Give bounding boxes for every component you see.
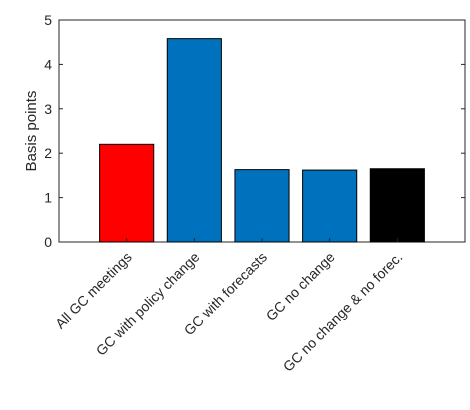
y-tick-label: 1	[44, 190, 52, 206]
y-tick-label: 4	[44, 56, 52, 72]
bar[interactable]	[369, 168, 425, 243]
bar[interactable]	[302, 169, 358, 243]
bar[interactable]	[99, 143, 155, 243]
y-tick-label: 2	[44, 145, 52, 161]
bar[interactable]	[166, 38, 222, 243]
y-tick-label: 0	[44, 234, 52, 250]
y-tick-label: 3	[44, 101, 52, 117]
y-axis-label: Basis points	[23, 91, 40, 172]
y-tick-label: 5	[44, 12, 52, 28]
bar[interactable]	[234, 169, 290, 243]
